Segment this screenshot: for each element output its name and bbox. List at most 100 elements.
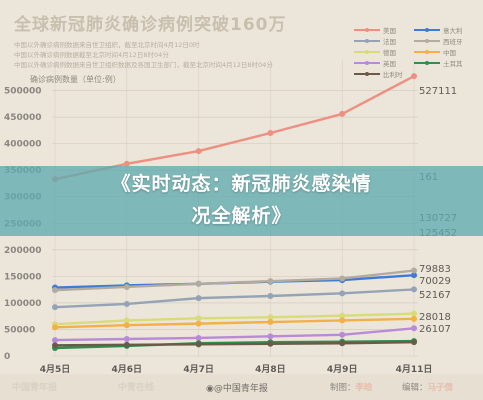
data-point	[339, 290, 346, 297]
y-tick-label: 200000	[4, 246, 42, 256]
data-point	[123, 341, 130, 348]
data-point	[411, 310, 417, 317]
legend-marker-6	[365, 61, 369, 65]
data-point	[267, 333, 274, 340]
x-tick-label: 4月5日	[40, 364, 71, 375]
weibo-handle: @中国青年报	[213, 384, 268, 394]
data-point	[339, 110, 346, 117]
data-point	[267, 319, 274, 326]
x-tick-label: 4月11日	[396, 364, 433, 375]
footer-logo-zqzx: 中青在线	[118, 383, 155, 393]
legend-entry: 意大利	[443, 26, 463, 35]
footer-logo-cyol: 中国青年报	[12, 383, 58, 393]
end-value-label: 79883	[419, 264, 451, 275]
legend-entry: 土耳其	[443, 59, 463, 68]
legend-entry: 英国	[383, 59, 396, 68]
data-point	[52, 287, 58, 294]
data-point	[195, 315, 202, 322]
banner-line-1: 《实时动态：新冠肺炎感染情	[111, 173, 372, 195]
y-tick-label: 500000	[4, 87, 42, 97]
data-point	[339, 317, 346, 324]
legend-entry: 德国	[383, 48, 396, 57]
data-point	[123, 322, 130, 329]
series-line-0	[54, 75, 415, 181]
data-point	[195, 320, 202, 327]
producer-credit: 制图：李晗	[330, 383, 373, 393]
article-banner[interactable]	[0, 166, 483, 236]
end-value-label: 527111	[419, 86, 457, 97]
y-tick-label: 100000	[4, 299, 42, 309]
banner-line-2: 况全解析》	[191, 205, 292, 227]
data-point	[411, 315, 417, 322]
data-point	[339, 275, 346, 282]
data-point	[123, 336, 130, 343]
data-point	[267, 130, 274, 137]
data-point	[339, 312, 346, 319]
end-value-label: 26107	[419, 324, 451, 335]
legend-marker-5	[425, 50, 429, 54]
data-point	[123, 160, 130, 167]
end-value-label: 70029	[419, 276, 451, 287]
series-line-4	[54, 312, 415, 326]
legend-marker-1	[425, 28, 429, 32]
editor-credit: 编辑：马子倩	[402, 383, 454, 393]
series-line-6	[54, 327, 415, 342]
chart-title: 全球新冠肺炎确诊病例突破160万	[14, 15, 287, 35]
data-point	[339, 340, 346, 347]
x-tick-label: 4月6日	[112, 364, 143, 375]
legend-marker-8	[365, 72, 369, 76]
legend-marker-4	[365, 50, 369, 54]
y-tick-label: 450000	[4, 113, 42, 123]
legend-entry: 法国	[383, 37, 396, 46]
end-value-label: 52167	[419, 290, 451, 301]
footer-bar	[0, 374, 483, 400]
data-point	[411, 267, 417, 274]
data-point	[267, 278, 274, 285]
x-tick-label: 4月8日	[255, 364, 286, 375]
x-tick-label: 4月9日	[327, 364, 358, 375]
data-point	[52, 342, 58, 349]
y-tick-label: 50000	[4, 325, 35, 335]
x-tick-label: 4月7日	[183, 364, 214, 375]
legend-marker-3	[425, 39, 429, 43]
weibo-icon: ◉	[206, 384, 214, 394]
data-point	[411, 325, 417, 332]
data-point	[195, 148, 202, 155]
y-tick-label: 0	[4, 352, 10, 362]
weibo-source-link[interactable]: ◉@中国青年报	[206, 381, 268, 394]
data-point	[195, 295, 202, 302]
data-point	[195, 341, 202, 348]
data-point	[411, 286, 417, 293]
data-point	[411, 73, 417, 80]
series-line-3	[54, 269, 415, 292]
legend-marker-2	[365, 39, 369, 43]
data-point	[267, 293, 274, 300]
y-tick-label: 400000	[4, 140, 42, 150]
data-point	[123, 283, 130, 290]
data-point	[339, 331, 346, 338]
data-point	[52, 324, 58, 331]
article-banner-title[interactable]: 《实时动态：新冠肺炎感染情 况全解析》	[0, 168, 483, 232]
data-point	[267, 340, 274, 347]
data-point	[195, 280, 202, 287]
legend-entry: 西班牙	[443, 37, 463, 46]
data-point	[267, 314, 274, 321]
data-point	[411, 272, 417, 279]
legend-entry: 美国	[383, 26, 396, 35]
data-point	[52, 337, 58, 344]
data-point	[195, 334, 202, 341]
chart-subtitle: 中国以外确诊病例数据来自世卫组织，截至北京时间4月12日0时 中国以外确诊病例数…	[14, 41, 273, 69]
series-line-7	[54, 339, 415, 350]
series-line-5	[54, 317, 415, 329]
legend-marker-7	[425, 61, 429, 65]
data-point	[52, 304, 58, 311]
series-line-8	[54, 340, 415, 347]
data-point	[123, 317, 130, 324]
y-axis-label: 确诊病例数量（单位:例）	[30, 75, 121, 84]
end-value-label: 28018	[419, 312, 451, 323]
data-point	[123, 300, 130, 307]
series-line-2	[54, 288, 415, 309]
y-tick-label: 150000	[4, 272, 42, 282]
legend-marker-0	[365, 28, 369, 32]
